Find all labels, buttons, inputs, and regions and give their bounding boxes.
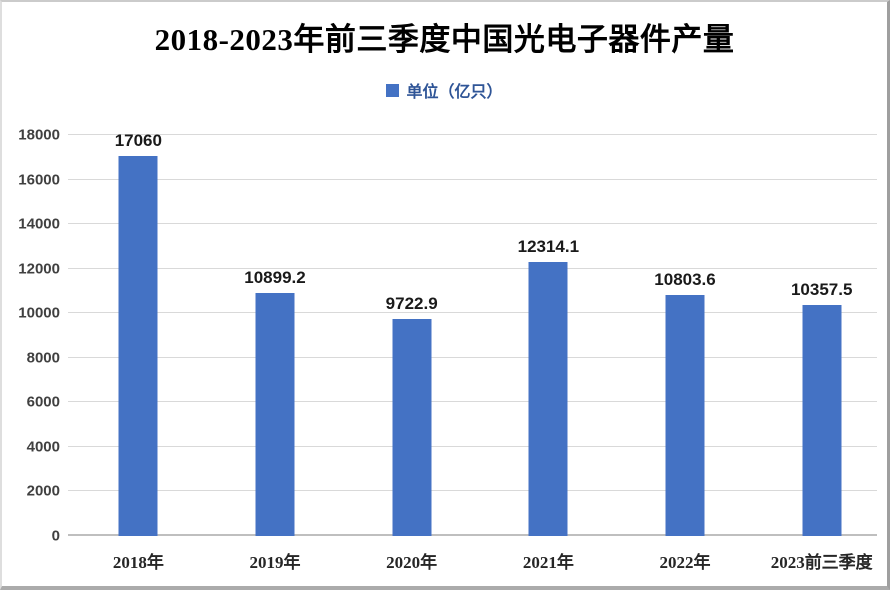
y-tick-label: 0 — [51, 527, 60, 545]
gridline — [68, 356, 877, 358]
y-tick-label: 6000 — [26, 393, 60, 411]
bar-slot: 9722.9 — [343, 135, 480, 536]
legend-marker-square — [386, 83, 400, 97]
bar — [528, 261, 568, 536]
y-tick-label: 2000 — [26, 482, 60, 500]
bar-value-label: 17060 — [114, 130, 162, 150]
bar-slot: 17060 — [70, 130, 207, 536]
x-axis-line — [68, 534, 877, 536]
bar-value-label: 10899.2 — [244, 268, 306, 288]
bar-value-label: 10803.6 — [654, 270, 716, 290]
bar-value-label: 10357.5 — [790, 280, 853, 300]
bar — [118, 155, 158, 536]
x-tick-label: 2020年 — [386, 553, 438, 572]
y-tick-label: 18000 — [18, 126, 60, 144]
x-tick-label: 2022年 — [659, 553, 711, 572]
x-tick-label: 2021年 — [522, 553, 574, 572]
gridline — [68, 223, 877, 225]
gridline — [68, 445, 877, 447]
gridline — [68, 267, 877, 269]
bar-slot: 10803.6 — [617, 135, 754, 536]
gridline — [68, 178, 877, 180]
gridline — [68, 134, 877, 135]
bar — [255, 293, 295, 536]
x-tick-label: 2018年 — [112, 553, 164, 572]
chart-title: 2018-2023年前三季度中国光电子器件产量 — [154, 22, 735, 57]
x-tick-label: 2019年 — [249, 553, 301, 572]
bar-slot: 10357.5 — [753, 135, 887, 536]
gridline — [68, 401, 877, 403]
y-tick-label: 10000 — [18, 304, 60, 322]
y-tick-label: 14000 — [18, 215, 60, 233]
bar — [665, 295, 705, 536]
legend: 单位（亿只） — [2, 78, 887, 102]
bar — [392, 319, 432, 536]
x-tick-label: 2023前三季度 — [770, 553, 873, 572]
bar-slot: 10899.2 — [207, 135, 344, 536]
y-tick-label: 4000 — [26, 438, 60, 456]
gridline — [68, 490, 877, 492]
y-axis: 0 2000 4000 6000 8000 10000 12000 14000 16000 180… — [2, 128, 60, 544]
y-tick-label: 8000 — [26, 349, 60, 367]
y-tick-label: 12000 — [18, 260, 60, 278]
bar — [802, 305, 842, 536]
y-tick-label: 16000 — [18, 171, 60, 189]
bar-series: 17060 10899.2 9722.9 12314.1 10803.6 10357.5 — [70, 130, 887, 536]
x-axis: 2018年 2019年 2020年 2021年 2022年 2023前三季度 — [70, 548, 887, 573]
plot-area — [68, 134, 877, 536]
bar-value-label: 9722.9 — [385, 294, 438, 314]
bar-value-label: 12314.1 — [517, 236, 580, 256]
legend-label: 单位（亿只） — [406, 84, 503, 101]
bar-slot: 12314.1 — [480, 135, 617, 536]
gridline — [68, 312, 877, 314]
